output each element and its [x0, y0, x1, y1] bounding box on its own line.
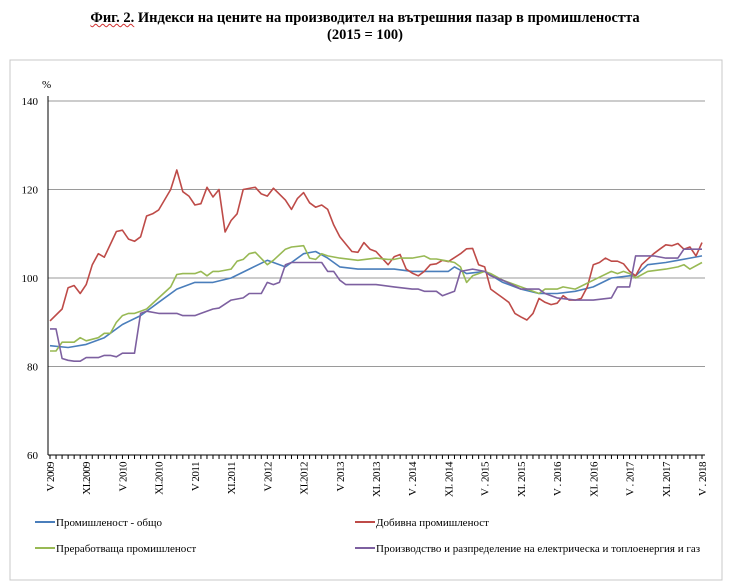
x-tick-label: XI. 2016 [588, 461, 600, 497]
y-tick-label: 140 [22, 96, 39, 108]
series-line-4 [50, 248, 702, 362]
x-tick-label: XI.2010 [154, 461, 166, 495]
x-tick-label: V 2010 [117, 461, 129, 491]
x-tick-label: XI.2011 [226, 462, 238, 494]
x-tick-label: XI. 2013 [371, 461, 383, 497]
y-tick-label: 60 [27, 450, 39, 462]
x-tick-label: XI. 2015 [516, 461, 528, 497]
x-tick-label: V . 2016 [552, 461, 564, 496]
x-tick-label: V 2013 [335, 461, 347, 491]
x-tick-label: V . 2017 [625, 461, 637, 496]
x-tick-label: V . 2018 [697, 461, 709, 496]
y-tick-label: 100 [22, 273, 39, 285]
x-tick-label: V . 2015 [480, 461, 492, 496]
x-tick-label: XI.2012 [299, 462, 311, 495]
x-tick-label: V . 2014 [407, 461, 419, 496]
series-line-2 [49, 169, 703, 322]
y-tick-label: 80 [27, 362, 39, 374]
legend-label: Промишленост - общо [56, 517, 163, 529]
chart-subtitle: (2015 = 100) [327, 27, 403, 43]
x-tick-label: V 2012 [262, 462, 274, 492]
title-prefix: Фиг. 2. [90, 10, 135, 26]
legend-label: Производство и разпределение на електрич… [376, 543, 700, 555]
x-tick-label: V 2009 [45, 461, 57, 491]
x-tick-label: V 2011 [190, 462, 202, 491]
legend-label: Добивна промишленост [376, 517, 489, 529]
legend-label: Преработваща промишленост [56, 543, 196, 555]
y-tick-label: 120 [22, 185, 39, 197]
chart-title: Фиг. 2. Индекси на цените на производите… [0, 10, 730, 27]
y-axis-label: % [42, 79, 51, 91]
chart-frame [9, 59, 723, 581]
series-line-3 [50, 244, 703, 352]
series-line-1 [49, 250, 703, 349]
x-tick-label: XI. 2014 [443, 461, 455, 497]
title-text: Индекси на цените на производител на вът… [134, 10, 640, 26]
x-tick-label: XI. 2017 [661, 461, 673, 497]
x-tick-label: XI.2009 [81, 461, 93, 495]
